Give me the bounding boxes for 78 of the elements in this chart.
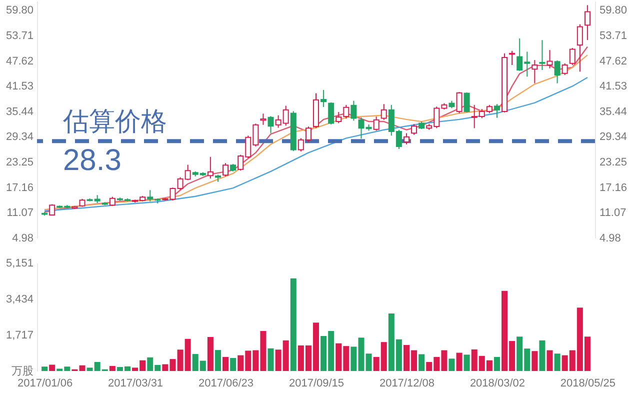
bar <box>456 352 462 371</box>
x-tick-label: 2017/06/23 <box>198 378 254 390</box>
bar <box>532 351 538 371</box>
candlestick <box>109 196 116 206</box>
bar <box>494 356 500 371</box>
candlestick <box>456 92 462 114</box>
y2-tick-label: 35.44 <box>600 106 628 118</box>
candlestick <box>207 156 214 179</box>
candlestick <box>268 116 274 134</box>
candlestick <box>576 24 583 72</box>
bar <box>546 350 553 371</box>
y2-tick-label: 29.34 <box>600 131 628 144</box>
candlestick <box>562 62 568 76</box>
y-tick-label: 5,151 <box>6 258 34 270</box>
bar <box>366 354 372 371</box>
y-tick-label: 1,717 <box>6 330 34 342</box>
candlestick <box>411 124 418 136</box>
candlestick <box>350 100 357 122</box>
candlestick <box>373 116 380 132</box>
candlestick <box>49 204 56 216</box>
candlestick <box>320 89 327 108</box>
bar <box>554 354 560 371</box>
bar <box>448 358 455 371</box>
y-tick-label: 23.25 <box>6 156 34 169</box>
bar <box>49 364 56 371</box>
bar <box>290 278 296 371</box>
y2-tick-label: 23.25 <box>600 156 628 169</box>
y2-tick-label: 11.07 <box>600 207 626 220</box>
x-tick-label: 2017/03/31 <box>108 378 164 390</box>
bar <box>418 354 425 371</box>
candlestick <box>494 104 500 118</box>
y-tick-label: 41.53 <box>6 80 34 93</box>
candlestick <box>584 4 590 41</box>
candlestick <box>569 47 576 66</box>
bar <box>214 350 221 371</box>
ref-line-label: 估算价格 <box>62 106 167 136</box>
y2-tick-label: 17.16 <box>600 182 628 194</box>
x-tick-label: 2017/01/06 <box>18 378 73 390</box>
candlestick <box>260 113 266 126</box>
candlestick <box>328 102 334 125</box>
candlestick <box>546 50 553 69</box>
y2-tick-label: 41.53 <box>600 80 628 93</box>
bar <box>539 340 546 371</box>
candlestick <box>358 116 364 140</box>
x-tick-label: 2018/03/02 <box>470 378 526 390</box>
y2-tick-label: 47.62 <box>600 55 628 68</box>
candlestick <box>532 60 538 84</box>
bar <box>230 358 236 371</box>
y-tick-label: 11.07 <box>6 207 34 220</box>
y2-tick-label: 4.98 <box>600 232 621 244</box>
y-tick-label: 万股 <box>12 366 34 378</box>
bar <box>268 348 274 371</box>
y-tick-label: 17.16 <box>6 182 34 194</box>
y-tick-label: 3,434 <box>6 294 34 306</box>
candlestick <box>380 104 387 120</box>
y-tick-label: 59.80 <box>6 4 34 17</box>
y2-tick-label: 53.71 <box>600 30 628 42</box>
y-tick-label: 35.44 <box>6 106 34 118</box>
bar <box>222 356 229 371</box>
bar <box>207 337 214 371</box>
x-tick-label: 2017/12/08 <box>379 378 435 390</box>
bar <box>464 354 470 371</box>
candlestick <box>222 162 229 177</box>
candlestick <box>403 132 410 145</box>
y-tick-label: 47.62 <box>6 55 34 68</box>
y2-tick-label: 59.80 <box>600 4 628 17</box>
candlestick <box>554 60 560 84</box>
candlestick <box>464 92 470 113</box>
x-tick-label: 2017/09/15 <box>288 378 344 390</box>
candlestick <box>539 40 546 70</box>
annotation: 28.3 <box>63 144 122 178</box>
candlestick <box>509 50 516 66</box>
bar <box>109 366 116 371</box>
bar <box>42 366 48 371</box>
x-tick-label: 2018/05/25 <box>560 378 616 390</box>
y-tick-label: 53.71 <box>6 30 34 42</box>
y-tick-label: 29.34 <box>6 131 34 144</box>
y-tick-label: 4.98 <box>12 232 34 244</box>
